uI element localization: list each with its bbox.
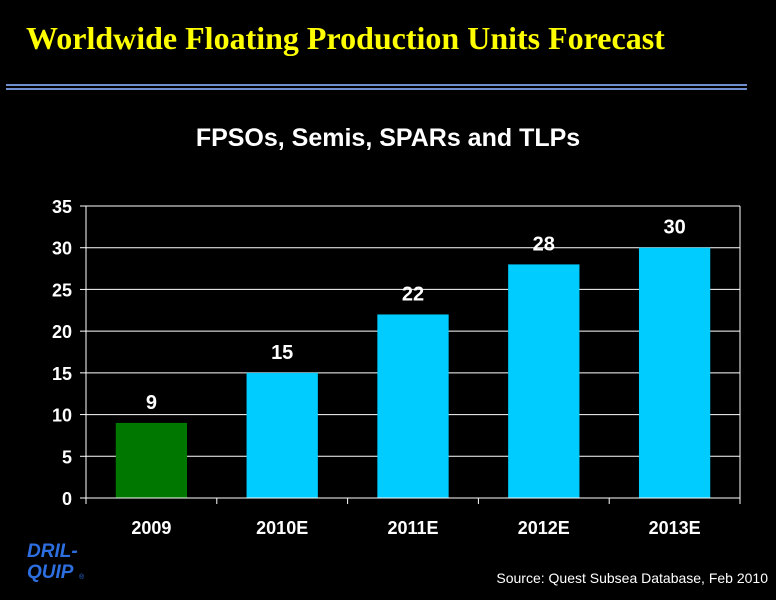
registered-mark: ®	[79, 573, 85, 581]
data-label: 30	[663, 217, 685, 239]
slide-title: Worldwide Floating Production Units Fore…	[26, 20, 665, 56]
source-note: Source: Quest Subsea Database, Feb 2010	[496, 570, 768, 586]
x-tick-label: 2011E	[387, 518, 438, 538]
data-label: 15	[271, 342, 293, 364]
y-tick-label: 15	[52, 364, 72, 384]
y-tick-label: 5	[62, 447, 72, 467]
y-tick-label: 35	[52, 197, 72, 217]
title-rule-bottom	[6, 88, 747, 90]
logo-line-2: QUIP	[27, 562, 74, 583]
bar-2012e	[508, 264, 580, 498]
axes	[80, 205, 741, 504]
logo-line-1: DRIL-	[27, 541, 78, 562]
y-tick-labels: 0 5 10 15 20 25 30 35	[52, 197, 72, 509]
data-label: 28	[533, 233, 555, 255]
bars	[115, 247, 711, 498]
bar-2011e	[377, 314, 449, 498]
chart-title: FPSOs, Semis, SPARs and TLPs	[195, 124, 581, 152]
y-tick-label: 10	[52, 406, 72, 426]
y-tick-label: 0	[62, 489, 72, 509]
title-rule-top	[6, 84, 747, 86]
bar-2009	[115, 422, 188, 498]
bar-2013e	[638, 247, 711, 498]
data-label: 9	[146, 392, 157, 414]
y-tick-label: 20	[52, 322, 72, 342]
x-tick-label: 2010E	[256, 518, 308, 538]
x-tick-label: 2012E	[518, 518, 570, 538]
bar-2010e	[246, 372, 318, 498]
data-label: 22	[402, 283, 424, 305]
x-tick-labels: 2009 2010E 2011E 2012E 2013E	[131, 518, 700, 538]
y-tick-label: 25	[52, 280, 72, 300]
dril-quip-logo: DRIL- QUIP ®	[27, 541, 85, 583]
data-labels: 9 15 22 28 30	[146, 217, 686, 414]
y-tick-label: 30	[52, 239, 72, 259]
x-tick-label: 2013E	[649, 518, 701, 538]
x-tick-label: 2009	[131, 518, 171, 538]
